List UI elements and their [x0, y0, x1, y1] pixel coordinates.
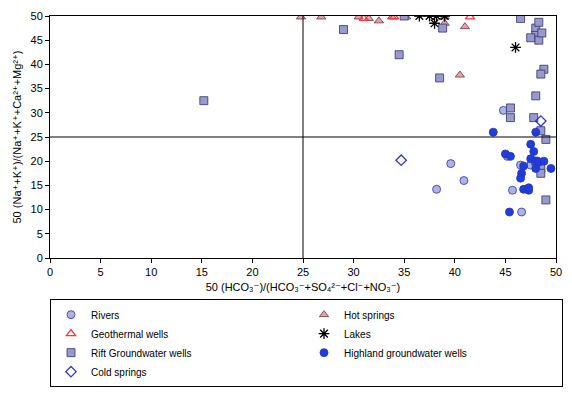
svg-text:45: 45	[31, 34, 43, 46]
svg-text:20: 20	[246, 266, 258, 278]
svg-text:15: 15	[196, 266, 208, 278]
svg-text:10: 10	[31, 203, 43, 215]
svg-text:25: 25	[31, 131, 43, 143]
svg-text:0: 0	[47, 266, 53, 278]
svg-text:35: 35	[31, 82, 43, 94]
svg-text:30: 30	[31, 107, 43, 119]
svg-text:35: 35	[398, 266, 410, 278]
svg-text:10: 10	[145, 266, 157, 278]
svg-text:Rivers: Rivers	[91, 310, 119, 321]
svg-text:Lakes: Lakes	[344, 329, 371, 340]
svg-text:Geothermal wells: Geothermal wells	[91, 329, 168, 340]
svg-text:Cold springs: Cold springs	[91, 367, 147, 378]
svg-text:40: 40	[449, 266, 461, 278]
svg-text:Rift Groundwater wells: Rift Groundwater wells	[91, 348, 192, 359]
svg-text:40: 40	[31, 58, 43, 70]
svg-text:50 (Na⁺+K⁺)/(Na⁺+K⁺+Ca²⁺+Mg²⁺): 50 (Na⁺+K⁺)/(Na⁺+K⁺+Ca²⁺+Mg²⁺)	[11, 50, 23, 223]
svg-text:5: 5	[98, 266, 104, 278]
svg-text:20: 20	[31, 155, 43, 167]
svg-text:Highland groundwater wells: Highland groundwater wells	[344, 348, 467, 359]
svg-text:50 (HCO₃⁻)/(HCO₃⁻+SO₄²⁻+Cl⁻+NO: 50 (HCO₃⁻)/(HCO₃⁻+SO₄²⁻+Cl⁻+NO₃⁻)	[206, 281, 401, 293]
svg-text:Hot springs: Hot springs	[344, 310, 395, 321]
svg-text:30: 30	[347, 266, 359, 278]
svg-text:25: 25	[297, 266, 309, 278]
svg-text:5: 5	[37, 228, 43, 240]
svg-text:15: 15	[31, 179, 43, 191]
svg-text:50: 50	[31, 10, 43, 22]
svg-text:50: 50	[550, 266, 562, 278]
svg-text:0: 0	[37, 252, 43, 264]
svg-text:45: 45	[499, 266, 511, 278]
